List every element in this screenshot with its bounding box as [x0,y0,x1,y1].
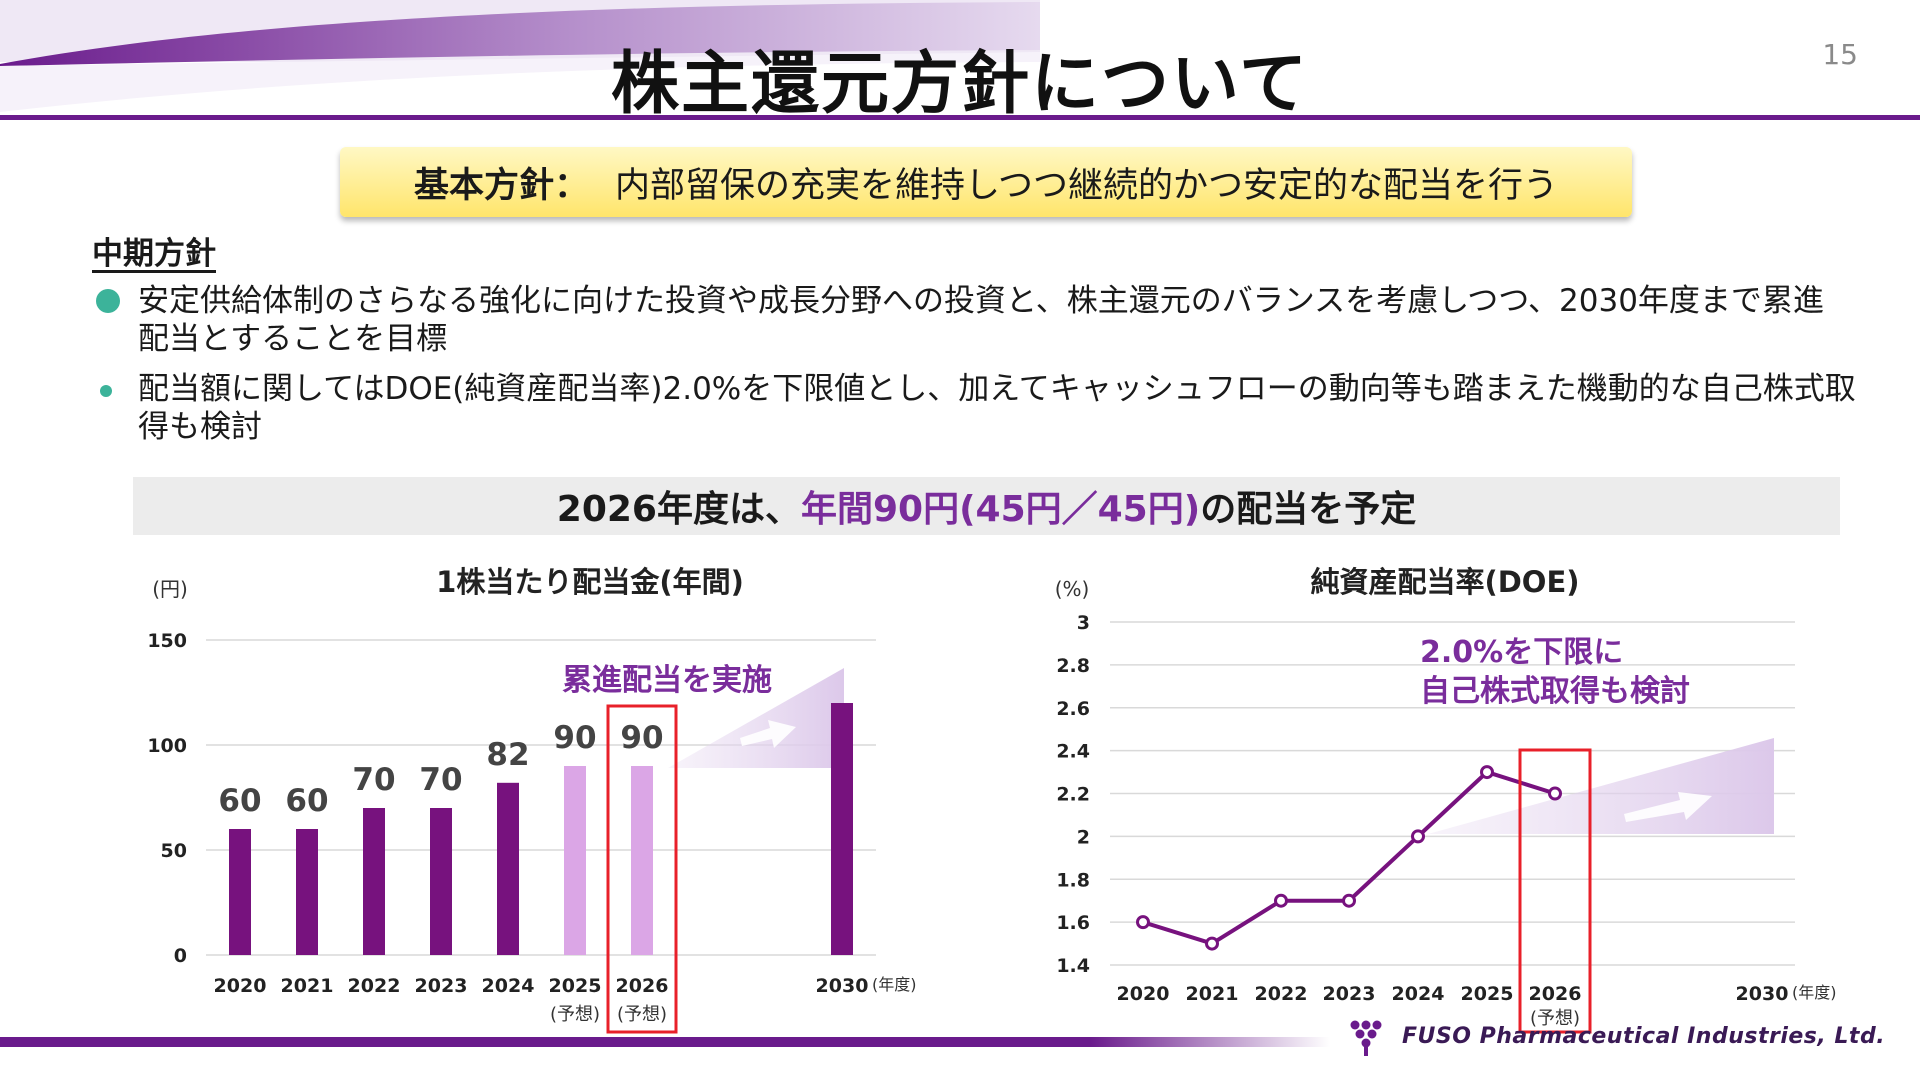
x-unit-label: (年度) [1792,983,1837,1002]
y-tick-label: 2.6 [1056,698,1090,720]
x-tick-label: 2024 [482,975,535,997]
y-unit-label: (%) [1055,577,1090,601]
page-title: 株主還元方針について [611,45,1309,124]
x-tick-label: 2026 [616,975,669,997]
company-logo-icon [1350,1020,1382,1056]
data-point [1274,893,1288,908]
bar [229,829,251,955]
x-tick-label: 2025 [1461,983,1514,1005]
x-tick-label: 2030 [816,975,869,997]
y-tick-label: 100 [147,735,187,757]
growth-arrow-icon [1624,792,1712,822]
footer-bar [0,1037,1330,1047]
chart-annotation: 累進配当を実施 [562,663,772,698]
bar-value-label: 82 [486,737,529,773]
bar [430,808,452,955]
midterm-policy-heading: 中期方針 [92,236,216,272]
bar-value-label: 90 [620,720,663,756]
x-tick-label: 2026 [1529,983,1582,1005]
y-tick-label: 1.6 [1056,912,1090,934]
x-tick-sublabel: (予想) [617,1004,667,1025]
company-logo-text: FUSO Pharmaceutical Industries, Ltd. [1402,1024,1886,1049]
bullet-line: 配当とすることを目標 [138,321,448,357]
header-banner [0,0,1040,112]
dividend-per-share-chart: 1株当たり配当金(年間) (円) 150 100 50 0 60 2020 60 2021 70 20… [147,565,917,1034]
y-tick-label: 2 [1077,826,1090,848]
policy-bullet: 安定供給体制のさらなる強化に向けた投資や成長分野への投資と、株主還元のバランスを… [96,282,1876,358]
bar-value-label: 70 [419,762,462,798]
bullet-dot-icon [100,385,112,397]
x-tick-label: 2022 [348,975,401,997]
forecast-highlight-box [606,704,678,1034]
y-tick-label: 2.4 [1056,741,1090,763]
x-tick-label: 2025 [549,975,602,997]
bar [564,766,586,955]
x-tick-label: 2020 [214,975,267,997]
y-tick-label: 2.2 [1056,784,1090,806]
bullet-line: 得も検討 [138,409,262,445]
bar-value-label: 60 [285,783,328,819]
doe-chart: 純資産配当率(DOE) (%) 3 2.8 2.6 2.4 2.2 2 1.8 1.6 1.4 202… [1055,565,1837,1034]
y-tick-label: 2.8 [1056,655,1090,677]
series-line [1142,769,1556,946]
growth-wedge [668,668,844,768]
data-point [1342,893,1356,908]
data-point [1548,786,1562,801]
data-point [1411,829,1425,844]
x-tick-label: 2021 [281,975,334,997]
y-tick-label: 0 [174,945,187,967]
x-tick-label: 2022 [1255,983,1308,1005]
x-tick-sublabel: (予想) [550,1004,600,1025]
bar-value-label: 60 [218,783,261,819]
chart-annotation: 自己株式取得も検討 [1420,674,1690,709]
x-tick-label: 2020 [1117,983,1170,1005]
y-tick-label: 150 [147,630,187,652]
bullet-line: 安定供給体制のさらなる強化に向けた投資や成長分野への投資と、株主還元のバランスを… [138,283,1824,319]
y-tick-label: 1.4 [1056,955,1090,977]
growth-wedge [1428,738,1774,834]
bar [497,782,519,955]
bar-value-label: 70 [352,762,395,798]
x-tick-label: 2030 [1736,983,1789,1005]
page-number: 15 [1822,38,1858,71]
y-tick-label: 50 [161,840,187,862]
x-tick-label: 2024 [1392,983,1445,1005]
bullet-line: 配当額に関してはDOE(純資産配当率)2.0%を下限値とし、加えてキャッシュフロ… [138,371,1856,407]
dividend-plan-banner: 2026年度は、 年間90円(45円／45円) の配当を予定 [133,477,1840,535]
chart-annotation: 2.0%を下限に [1420,635,1623,670]
x-tick-label: 2023 [1323,983,1376,1005]
plan-suffix: の配当を予定 [1200,489,1417,530]
basic-policy-text: 内部留保の充実を維持しつつ継続的かつ安定的な配当を行う [615,165,1558,206]
data-point [1480,765,1494,780]
policy-bullet: 配当額に関してはDOE(純資産配当率)2.0%を下限値とし、加えてキャッシュフロ… [96,370,1876,446]
x-tick-label: 2021 [1186,983,1239,1005]
x-tick-sublabel: (予想) [1530,1008,1580,1029]
growth-arrow-icon [740,720,796,748]
bar [631,766,653,955]
x-unit-label: (年度) [872,975,917,994]
bar-value-label: 90 [553,720,596,756]
data-point [1136,915,1150,930]
y-unit-label: (円) [152,577,188,601]
y-tick-label: 1.8 [1056,869,1090,891]
chart-title: 純資産配当率(DOE) [1310,565,1579,599]
x-tick-label: 2023 [415,975,468,997]
bullet-dot-icon [96,289,120,313]
y-tick-label: 3 [1077,612,1090,634]
bar [831,703,853,955]
plan-prefix: 2026年度は、 [556,489,801,530]
forecast-highlight-box [1518,748,1592,1034]
bar [296,829,318,955]
bar [363,808,385,955]
data-point [1205,936,1219,951]
plan-amount: 年間90円(45円／45円) [800,489,1201,530]
title-divider [0,115,1920,120]
chart-title: 1株当たり配当金(年間) [436,565,744,599]
basic-policy-box: 基本方針： 内部留保の充実を維持しつつ継続的かつ安定的な配当を行う [340,147,1632,217]
basic-policy-label: 基本方針： [414,165,590,206]
